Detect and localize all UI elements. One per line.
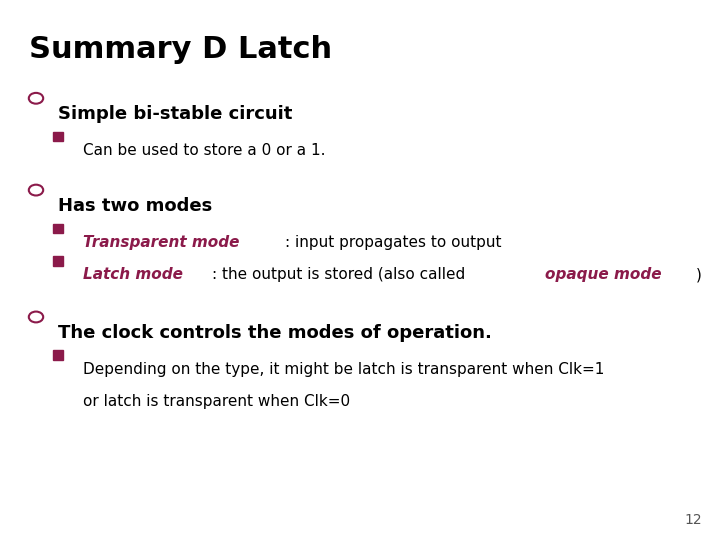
Text: Can be used to store a 0 or a 1.: Can be used to store a 0 or a 1. <box>83 143 325 158</box>
Bar <box>53 256 63 266</box>
Text: 12: 12 <box>685 512 702 526</box>
Text: : input propagates to output: : input propagates to output <box>284 235 501 250</box>
Bar <box>53 132 63 141</box>
Bar <box>53 350 63 360</box>
Text: Depending on the type, it might be latch is transparent when Clk=1: Depending on the type, it might be latch… <box>83 362 604 377</box>
Text: The clock controls the modes of operation.: The clock controls the modes of operatio… <box>58 324 492 342</box>
Text: or latch is transparent when Clk=0: or latch is transparent when Clk=0 <box>83 394 350 409</box>
Text: : the output is stored (also called: : the output is stored (also called <box>212 267 470 282</box>
Text: Has two modes: Has two modes <box>58 197 212 215</box>
Text: Latch mode: Latch mode <box>83 267 183 282</box>
Text: ): ) <box>696 267 701 282</box>
Bar <box>53 224 63 233</box>
Text: Transparent mode: Transparent mode <box>83 235 239 250</box>
Text: Simple bi-stable circuit: Simple bi-stable circuit <box>58 105 292 123</box>
Text: Summary D Latch: Summary D Latch <box>29 35 332 64</box>
Text: opaque mode: opaque mode <box>545 267 662 282</box>
